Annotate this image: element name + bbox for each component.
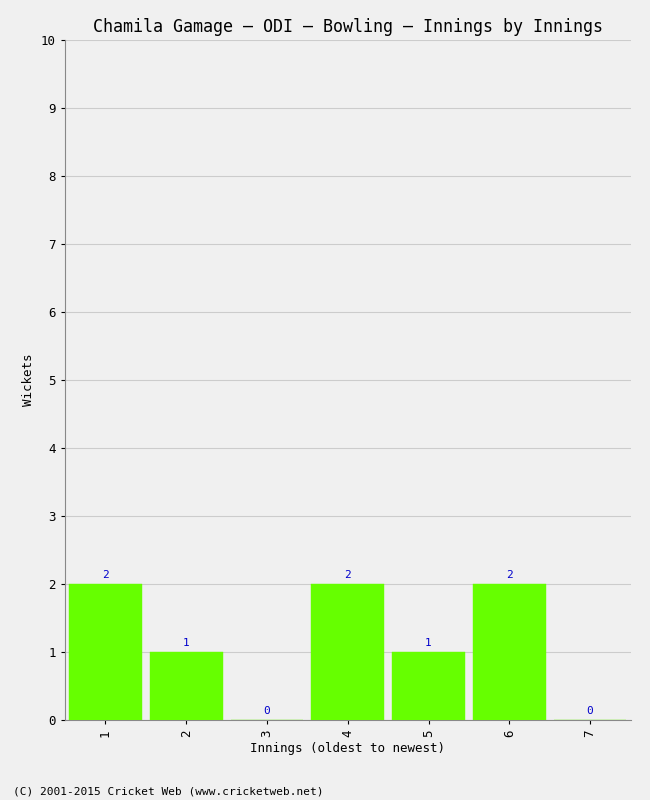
Text: 2: 2	[344, 570, 351, 580]
Text: 0: 0	[264, 706, 270, 716]
Bar	[392, 652, 465, 720]
Text: 2: 2	[506, 570, 513, 580]
Text: 2: 2	[102, 570, 109, 580]
Bar	[473, 584, 545, 720]
Text: 1: 1	[425, 638, 432, 648]
Bar	[69, 584, 142, 720]
Bar	[150, 652, 222, 720]
Text: 1: 1	[183, 638, 190, 648]
Y-axis label: Wickets: Wickets	[22, 354, 35, 406]
X-axis label: Innings (oldest to newest): Innings (oldest to newest)	[250, 742, 445, 755]
Bar	[311, 584, 384, 720]
Text: 0: 0	[587, 706, 593, 716]
Title: Chamila Gamage — ODI — Bowling — Innings by Innings: Chamila Gamage — ODI — Bowling — Innings…	[93, 18, 603, 36]
Text: (C) 2001-2015 Cricket Web (www.cricketweb.net): (C) 2001-2015 Cricket Web (www.cricketwe…	[13, 786, 324, 796]
